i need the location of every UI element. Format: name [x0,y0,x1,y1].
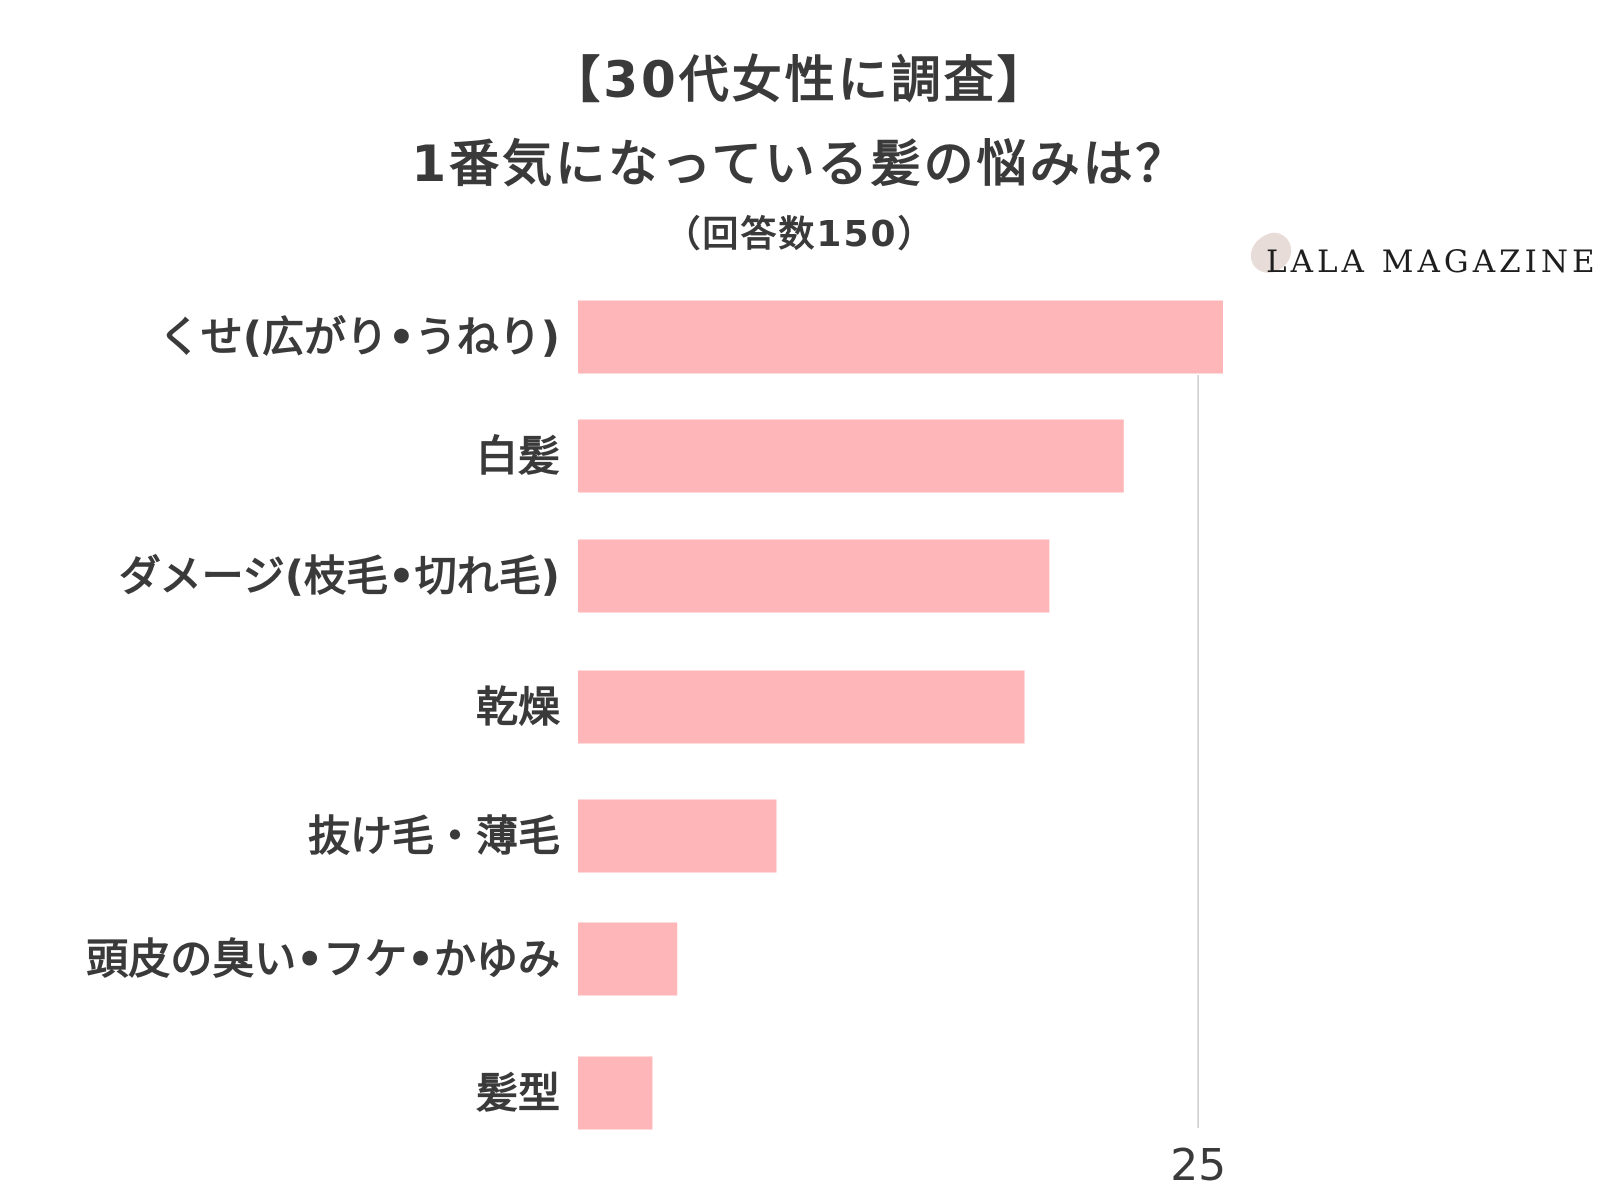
chart-title-block: 【30代女性に調査】 1番気になっている髪の悩みは？ （回答数150） [0,38,1600,260]
category-label-3: 乾燥 [476,683,561,732]
x-tick-label-0: 25 [1170,1140,1226,1191]
category-label-5: 頭皮の臭い•フケ•かゆみ [86,935,560,984]
logo-text: LALA MAGAZINE [1266,244,1599,280]
bar-2 [578,539,1050,613]
brand-logo: LALA MAGAZINE [1244,227,1595,292]
bar-4 [578,799,777,873]
bar-6 [578,1056,653,1130]
bar-0 [578,300,1223,374]
category-label-0: くせ(広がり•うねり) [159,313,560,362]
category-label-4: 抜け毛・薄毛 [308,812,560,861]
bar-5 [578,922,678,996]
bar-1 [578,419,1124,493]
category-label-1: 白髪 [476,432,560,481]
chart-subtitle: （回答数150） [664,214,936,255]
category-label-2: ダメージ(枝毛•切れ毛) [119,552,560,601]
chart-title-line-2: 1番気になっている髪の悩みは？ [411,135,1189,193]
category-label-6: 髪型 [476,1069,560,1118]
bar-3 [578,670,1025,744]
chart-title-line-1: 【30代女性に調査】 [550,51,1050,109]
